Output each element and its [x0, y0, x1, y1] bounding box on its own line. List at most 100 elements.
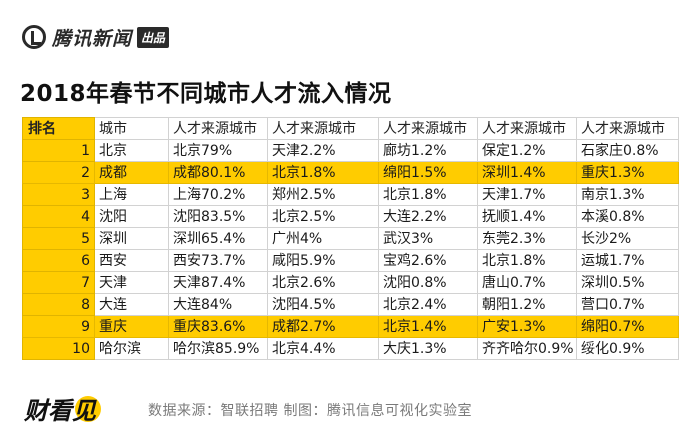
city-cell: 西安: [94, 249, 169, 272]
table-row: 9 重庆 重庆83.6% 成都2.7% 北京1.4% 广安1.3% 绵阳0.7%: [22, 315, 679, 338]
source-city-cell: 运城1.7%: [576, 249, 679, 272]
source-city-cell: 深圳65.4%: [168, 227, 268, 250]
source-city-cell: 绥化0.9%: [576, 337, 679, 360]
table-row: 4 沈阳 沈阳83.5% 北京2.5% 大连2.2% 抚顺1.4% 本溪0.8%: [22, 205, 679, 228]
table-row: 2 成都 成都80.1% 北京1.8% 绵阳1.5% 深圳1.4% 重庆1.3%: [22, 161, 679, 184]
logo-text: 财看见: [23, 397, 97, 425]
header-source-4: 人才来源城市: [477, 117, 577, 140]
source-city-cell: 深圳1.4%: [477, 161, 577, 184]
source-city-cell: 北京4.4%: [267, 337, 379, 360]
source-city-cell: 北京2.5%: [267, 205, 379, 228]
source-city-cell: 沈阳0.8%: [378, 271, 478, 294]
source-city-cell: 广安1.3%: [477, 315, 577, 338]
source-city-cell: 北京2.6%: [267, 271, 379, 294]
talent-inflow-table: 排名 城市 人才来源城市 人才来源城市 人才来源城市 人才来源城市 人才来源城市…: [22, 117, 679, 360]
source-city-cell: 石家庄0.8%: [576, 139, 679, 162]
header-source-2: 人才来源城市: [267, 117, 379, 140]
table-row: 1 北京 北京79% 天津2.2% 廊坊1.2% 保定1.2% 石家庄0.8%: [22, 139, 679, 162]
caikanjian-logo-icon: 财看见: [22, 392, 118, 426]
city-cell: 深圳: [94, 227, 169, 250]
brand-header: 腾讯新闻 出品: [22, 22, 170, 52]
tencent-news-logo-icon: [22, 25, 46, 49]
source-city-cell: 成都80.1%: [168, 161, 268, 184]
city-cell: 北京: [94, 139, 169, 162]
source-city-cell: 北京1.4%: [378, 315, 478, 338]
table-row: 5 深圳 深圳65.4% 广州4% 武汉3% 东莞2.3% 长沙2%: [22, 227, 679, 250]
source-city-cell: 郑州2.5%: [267, 183, 379, 206]
source-city-cell: 天津1.7%: [477, 183, 577, 206]
source-city-cell: 深圳0.5%: [576, 271, 679, 294]
source-city-cell: 大连84%: [168, 293, 268, 316]
source-city-cell: 大连2.2%: [378, 205, 478, 228]
header-rank: 排名: [22, 117, 95, 140]
rank-cell: 4: [22, 205, 95, 228]
table-row: 8 大连 大连84% 沈阳4.5% 北京2.4% 朝阳1.2% 营口0.7%: [22, 293, 679, 316]
rank-cell: 6: [22, 249, 95, 272]
source-city-cell: 上海70.2%: [168, 183, 268, 206]
page-title: 2018年春节不同城市人才流入情况: [20, 81, 392, 107]
source-city-cell: 廊坊1.2%: [378, 139, 478, 162]
source-city-cell: 北京1.8%: [477, 249, 577, 272]
source-city-cell: 重庆1.3%: [576, 161, 679, 184]
header-source-1: 人才来源城市: [168, 117, 268, 140]
source-city-cell: 北京2.4%: [378, 293, 478, 316]
source-city-cell: 大庆1.3%: [378, 337, 478, 360]
logo-yellow-disc: [75, 396, 101, 422]
data-source-note: 数据来源：智联招聘 制图：腾讯信息可视化实验室: [148, 403, 472, 419]
source-city-cell: 齐齐哈尔0.9%: [477, 337, 577, 360]
source-city-cell: 成都2.7%: [267, 315, 379, 338]
city-cell: 沈阳: [94, 205, 169, 228]
table-row: 6 西安 西安73.7% 咸阳5.9% 宝鸡2.6% 北京1.8% 运城1.7%: [22, 249, 679, 272]
table-row: 3 上海 上海70.2% 郑州2.5% 北京1.8% 天津1.7% 南京1.3%: [22, 183, 679, 206]
source-city-cell: 绵阳1.5%: [378, 161, 478, 184]
source-city-cell: 重庆83.6%: [168, 315, 268, 338]
table-row: 7 天津 天津87.4% 北京2.6% 沈阳0.8% 唐山0.7% 深圳0.5%: [22, 271, 679, 294]
city-cell: 上海: [94, 183, 169, 206]
rank-cell: 10: [22, 337, 95, 360]
caikanjian-logo-graphic: 财看见: [23, 396, 101, 425]
rank-cell: 5: [22, 227, 95, 250]
source-city-cell: 营口0.7%: [576, 293, 679, 316]
source-city-cell: 沈阳4.5%: [267, 293, 379, 316]
source-city-cell: 朝阳1.2%: [477, 293, 577, 316]
source-city-cell: 抚顺1.4%: [477, 205, 577, 228]
city-cell: 哈尔滨: [94, 337, 169, 360]
footer: 财看见 数据来源：智联招聘 制图：腾讯信息可视化实验室: [0, 392, 697, 428]
table-header-row: 排名 城市 人才来源城市 人才来源城市 人才来源城市 人才来源城市 人才来源城市: [22, 117, 679, 140]
rank-cell: 3: [22, 183, 95, 206]
rank-cell: 1: [22, 139, 95, 162]
source-city-cell: 广州4%: [267, 227, 379, 250]
brand-name: 腾讯新闻: [52, 27, 133, 50]
city-cell: 成都: [94, 161, 169, 184]
table-row: 10 哈尔滨 哈尔滨85.9% 北京4.4% 大庆1.3% 齐齐哈尔0.9% 绥化0.9%: [22, 337, 679, 360]
header-city: 城市: [94, 117, 169, 140]
source-city-cell: 北京79%: [168, 139, 268, 162]
source-city-cell: 唐山0.7%: [477, 271, 577, 294]
header-source-3: 人才来源城市: [378, 117, 478, 140]
source-city-cell: 天津2.2%: [267, 139, 379, 162]
source-city-cell: 绵阳0.7%: [576, 315, 679, 338]
source-city-cell: 咸阳5.9%: [267, 249, 379, 272]
rank-cell: 2: [22, 161, 95, 184]
city-cell: 重庆: [94, 315, 169, 338]
city-cell: 天津: [94, 271, 169, 294]
rank-cell: 7: [22, 271, 95, 294]
source-city-cell: 保定1.2%: [477, 139, 577, 162]
rank-cell: 8: [22, 293, 95, 316]
city-cell: 大连: [94, 293, 169, 316]
source-city-cell: 东莞2.3%: [477, 227, 577, 250]
source-city-cell: 西安73.7%: [168, 249, 268, 272]
source-city-cell: 北京1.8%: [378, 183, 478, 206]
source-city-cell: 长沙2%: [576, 227, 679, 250]
source-city-cell: 天津87.4%: [168, 271, 268, 294]
rank-cell: 9: [22, 315, 95, 338]
source-city-cell: 武汉3%: [378, 227, 478, 250]
source-city-cell: 哈尔滨85.9%: [168, 337, 268, 360]
source-city-cell: 本溪0.8%: [576, 205, 679, 228]
brand-tag: 出品: [137, 26, 170, 48]
header-source-5: 人才来源城市: [576, 117, 679, 140]
source-city-cell: 沈阳83.5%: [168, 205, 268, 228]
source-city-cell: 南京1.3%: [576, 183, 679, 206]
source-city-cell: 北京1.8%: [267, 161, 379, 184]
source-city-cell: 宝鸡2.6%: [378, 249, 478, 272]
